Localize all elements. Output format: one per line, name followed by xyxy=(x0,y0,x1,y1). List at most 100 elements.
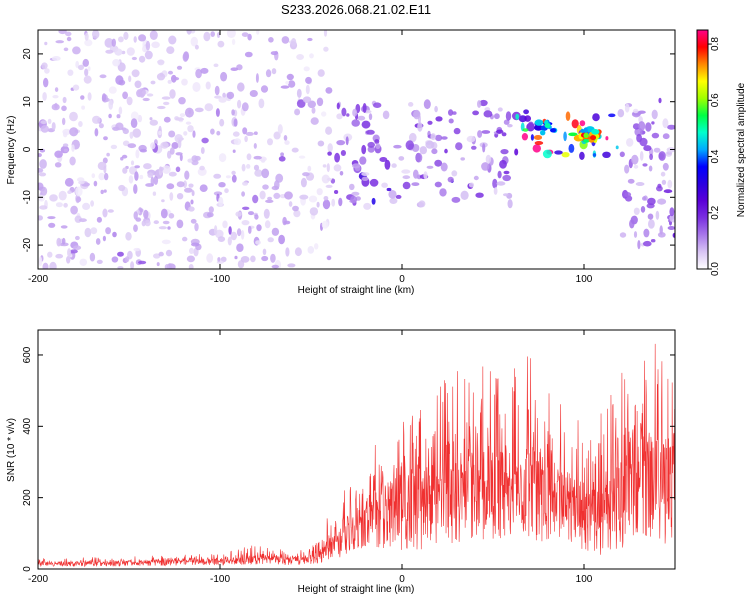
heatmap-cell xyxy=(176,65,183,70)
heatmap-cell xyxy=(471,145,477,150)
heatmap-cell xyxy=(60,225,68,229)
heatmap-cell xyxy=(182,52,189,62)
heatmap-cell xyxy=(236,243,244,252)
heatmap-cell xyxy=(331,198,336,207)
heatmap-cell xyxy=(639,151,644,161)
heatmap-cell xyxy=(317,69,325,77)
heatmap-cell xyxy=(91,173,96,179)
heatmap-cell xyxy=(241,220,250,226)
heatmap-cell xyxy=(75,186,83,197)
heatmap-cell xyxy=(351,119,361,127)
heatmap-cell xyxy=(334,152,340,163)
heatmap-cell xyxy=(334,190,339,194)
y-tick-label: -20 xyxy=(22,237,33,252)
heatmap-cell xyxy=(228,226,232,235)
heatmap-cell xyxy=(430,133,436,141)
heatmap-cell xyxy=(398,156,405,161)
heatmap-cell xyxy=(333,164,342,172)
heatmap-cell xyxy=(434,181,442,188)
heatmap-cell xyxy=(418,200,426,208)
heatmap-cell xyxy=(284,140,290,146)
heatmap-cell xyxy=(51,122,56,131)
heatmap-cell xyxy=(451,196,461,203)
heatmap-cell xyxy=(258,98,265,109)
heatmap-cell xyxy=(179,153,183,162)
heatmap-cell xyxy=(411,182,420,187)
heatmap-cell xyxy=(175,152,183,156)
heatmap-cell xyxy=(497,170,502,179)
heatmap-cell xyxy=(336,113,343,120)
heatmap-cell xyxy=(183,180,188,189)
heatmap-cell xyxy=(497,107,503,112)
heatmap-peak-cell xyxy=(591,129,600,135)
heatmap-cell xyxy=(285,81,290,85)
heatmap-cell xyxy=(92,30,100,39)
heatmap-cell xyxy=(271,264,279,269)
y-tick-label: 600 xyxy=(22,346,33,363)
heatmap-cell xyxy=(636,133,642,143)
heatmap-cell xyxy=(138,34,147,42)
heatmap-cell xyxy=(323,196,329,201)
heatmap-cell xyxy=(303,66,310,72)
heatmap-cell xyxy=(160,141,169,149)
heatmap-cell xyxy=(494,113,500,120)
heatmap-cell xyxy=(49,194,58,202)
y-tick-label: 400 xyxy=(22,418,33,435)
heatmap-cell xyxy=(184,170,190,180)
heatmap-cell xyxy=(216,32,221,38)
heatmap-cell xyxy=(280,85,290,89)
heatmap-cell xyxy=(150,80,156,85)
heatmap-cell xyxy=(231,170,236,175)
heatmap-cell xyxy=(252,194,259,204)
heatmap-peak-cell xyxy=(534,119,544,126)
heatmap-cell xyxy=(608,113,616,118)
heatmap-cell xyxy=(294,108,301,116)
heatmap-cell xyxy=(316,188,323,196)
heatmap-cell xyxy=(63,148,69,153)
heatmap-cell xyxy=(115,122,124,131)
heatmap-cell xyxy=(90,200,94,207)
heatmap-cell xyxy=(493,187,498,195)
heatmap-cell xyxy=(515,113,520,120)
heatmap-cell xyxy=(184,187,193,193)
heatmap-cell xyxy=(533,135,543,140)
heatmap-cell xyxy=(281,36,290,44)
heatmap-cell xyxy=(617,109,625,118)
heatmap-cell xyxy=(292,205,299,212)
heatmap-cell xyxy=(287,80,296,88)
heatmap-cell xyxy=(103,136,108,141)
chart-title: S233.2026.068.21.02.E11 xyxy=(281,2,431,17)
heatmap-cell xyxy=(441,136,448,140)
heatmap-cell xyxy=(100,189,104,195)
heatmap-cell xyxy=(134,165,140,169)
heatmap-cell xyxy=(293,209,301,218)
heatmap-cell xyxy=(131,56,137,61)
y-tick-label: 0 xyxy=(22,566,33,572)
heatmap-cell xyxy=(131,69,140,78)
heatmap-cell xyxy=(130,261,135,269)
heatmap-cell xyxy=(479,99,488,107)
heatmap-cell xyxy=(503,193,509,197)
heatmap-cell xyxy=(190,36,198,47)
heatmap-cell xyxy=(184,107,194,118)
heatmap-cell xyxy=(350,195,358,204)
heatmap-cell xyxy=(327,143,333,153)
heatmap-cell xyxy=(105,227,111,235)
colorbar: 0.8 0.6 0.4 0.2 0.0 Normalized spectral ampl… xyxy=(696,29,747,276)
heatmap-cell xyxy=(38,172,47,177)
heatmap-cell xyxy=(111,256,119,263)
heatmap-cell xyxy=(660,171,666,177)
heatmap-cell xyxy=(651,121,655,125)
heatmap-cell xyxy=(514,148,519,156)
heatmap-cell xyxy=(563,131,567,142)
heatmap-cell xyxy=(176,181,185,188)
colorbar-tick-label: 0.8 xyxy=(710,37,721,51)
heatmap-cell xyxy=(168,70,173,75)
heatmap-cell xyxy=(307,165,312,172)
heatmap-cell xyxy=(503,119,510,125)
heatmap-cell xyxy=(268,37,274,43)
heatmap-peak-cell xyxy=(583,138,590,143)
heatmap-cell xyxy=(153,175,159,185)
heatmap-cell xyxy=(291,147,299,153)
heatmap-cell xyxy=(183,131,188,136)
